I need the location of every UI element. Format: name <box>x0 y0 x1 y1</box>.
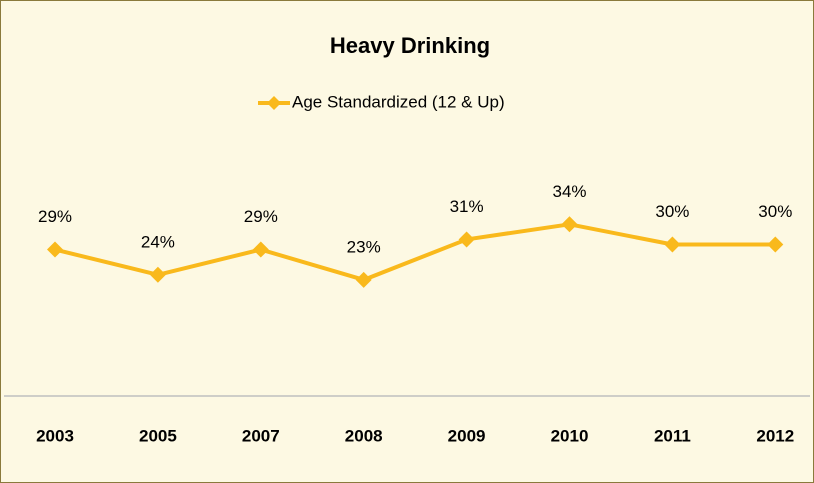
x-tick-label: 2005 <box>139 426 177 445</box>
data-label: 29% <box>38 207 72 226</box>
x-tick-label: 2012 <box>756 426 794 445</box>
x-tick-label: 2009 <box>448 426 486 445</box>
data-point <box>252 241 269 258</box>
data-point <box>47 241 63 258</box>
chart-title: Heavy Drinking <box>330 33 490 58</box>
data-label: 34% <box>552 182 586 201</box>
data-label: 30% <box>655 202 689 221</box>
data-point <box>149 266 166 283</box>
data-label: 31% <box>450 197 484 216</box>
x-tick-label: 2003 <box>36 426 74 445</box>
data-point <box>767 236 784 253</box>
data-point <box>355 271 372 288</box>
x-tick-label: 2011 <box>654 426 691 445</box>
data-point <box>664 236 681 253</box>
data-label: 29% <box>244 207 278 226</box>
legend-label: Age Standardized (12 & Up) <box>292 92 505 111</box>
data-label: 24% <box>141 232 175 251</box>
x-tick-label: 2010 <box>551 426 589 445</box>
x-tick-label: 2007 <box>242 426 280 445</box>
data-label: 30% <box>758 202 792 221</box>
data-label: 23% <box>347 237 381 256</box>
data-point <box>458 231 475 248</box>
legend-marker <box>267 96 281 110</box>
data-point <box>561 216 578 233</box>
data-line <box>54 222 776 282</box>
legend: Age Standardized (12 & Up) <box>258 92 505 111</box>
x-tick-label: 2008 <box>345 426 383 445</box>
